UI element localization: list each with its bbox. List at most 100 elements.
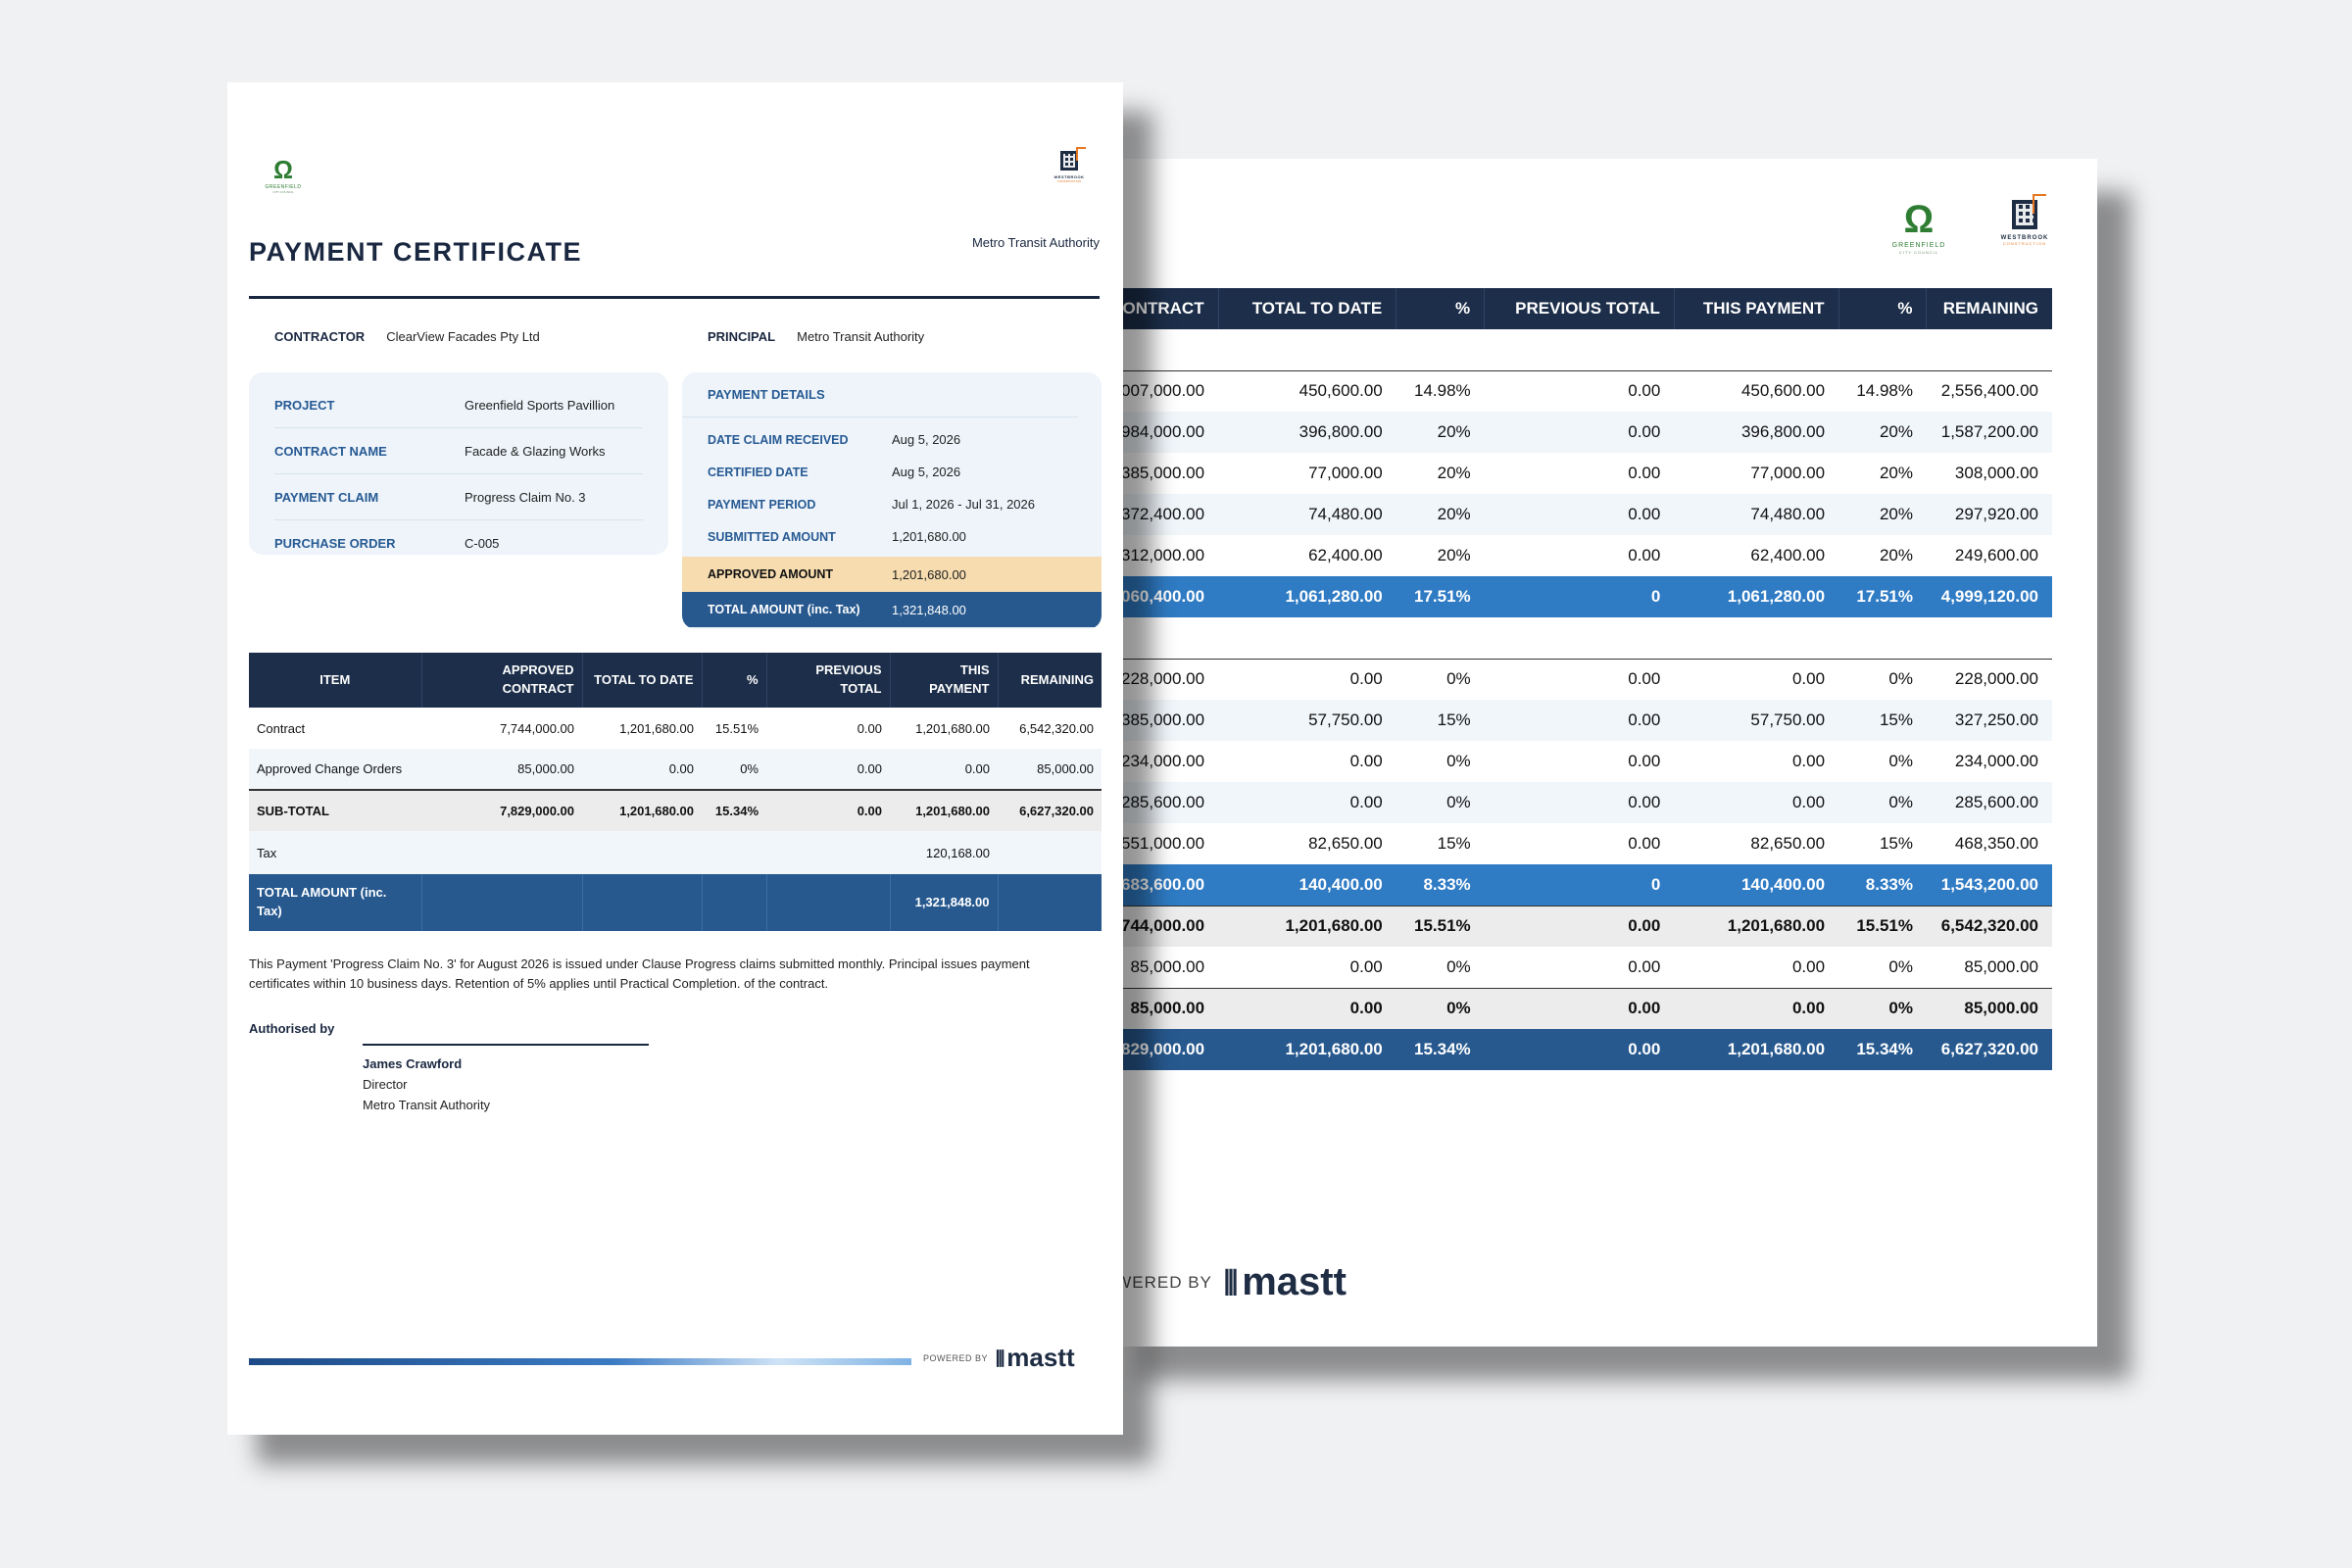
table-cell: 20% xyxy=(1838,494,1927,535)
table-row: 234,000.00 0.00 0% 0.00 0.00 0% 234,000.00 xyxy=(1107,741,2052,782)
greenfield-logo-name: GREENFIELD xyxy=(1891,242,1946,249)
principal-label: PRINCIPAL xyxy=(708,329,776,344)
table-cell: 0.00 xyxy=(1484,700,1675,741)
table-cell xyxy=(1926,617,2052,660)
certificate-note: This Payment 'Progress Claim No. 3' for … xyxy=(249,956,1030,992)
table-cell: 0.00 xyxy=(1674,987,1839,1029)
table-cell: 85,000.00 xyxy=(998,749,1102,790)
payment-detail-value: Aug 5, 2026 xyxy=(892,465,961,479)
table-cell: 15% xyxy=(1437,834,1471,853)
table-cell: 228,000.00 xyxy=(1121,669,1205,689)
table-cell: 82,650.00 xyxy=(1308,834,1383,853)
powered-by-label: POWERED BY xyxy=(923,1352,989,1363)
table-cell: 1,201,680.00 xyxy=(890,789,998,831)
table-cell: 0.00 xyxy=(1628,381,1661,401)
principal-value: Metro Transit Authority xyxy=(797,329,925,344)
col-header-previous-total: PREVIOUS TOTAL xyxy=(765,653,890,708)
table-cell: 120,168.00 xyxy=(890,831,998,874)
table-cell: 85,000.00 xyxy=(1107,947,1219,989)
westbrook-logo-sub: CONSTRUCTION xyxy=(1056,179,1082,183)
building-icon xyxy=(1060,151,1078,171)
approved-amount-value: 1,201,680.00 xyxy=(892,566,966,582)
table-cell: 85,000.00 xyxy=(1926,987,2052,1029)
payment-details-card: PAYMENT DETAILS DATE CLAIM RECEIVED Aug … xyxy=(682,372,1102,629)
title-divider xyxy=(249,296,1100,299)
table-cell: 8.33% xyxy=(1838,864,1927,906)
table-cell: 0.00 xyxy=(1628,834,1661,853)
table-cell xyxy=(1218,617,1396,660)
col-header-total-to-date: TOTAL TO DATE xyxy=(1217,288,1396,329)
table-cell: 285,600.00 xyxy=(1107,782,1219,823)
westbrook-logo-sub: CONSTRUCTION xyxy=(2002,241,2047,246)
col-header-this-payment: THIS PAYMENT xyxy=(889,653,998,708)
table-cell: 20% xyxy=(1879,546,1913,564)
table-cell: 0% xyxy=(1396,947,1485,989)
col-header-this-payment: THIS PAYMENT xyxy=(1673,288,1839,329)
mastt-logo: ⫴mastt xyxy=(1224,1260,1347,1304)
contractor-label: CONTRACTOR xyxy=(274,329,366,344)
table-cell xyxy=(1107,329,1219,371)
table-cell: 17.51% xyxy=(1838,576,1927,617)
table-cell xyxy=(766,831,890,874)
table-cell: 744,000.00 xyxy=(1107,905,1219,947)
signer-org: Metro Transit Authority xyxy=(363,1097,491,1112)
approved-amount-label: APPROVED AMOUNT xyxy=(708,567,834,581)
westbrook-logo: WESTBROOK CONSTRUCTION xyxy=(1997,194,2052,246)
summary-breakdown-table: ONTRACT TOTAL TO DATE % PREVIOUS TOTAL T… xyxy=(1107,288,2052,1070)
table-cell: 85,000.00 xyxy=(1926,947,2052,989)
payment-detail-row: CERTIFIED DATE Aug 5, 2026 xyxy=(682,456,1102,488)
table-cell: 0.00 xyxy=(1349,669,1383,689)
table-cell: 20% xyxy=(1437,464,1471,482)
page-title: PAYMENT CERTIFICATE xyxy=(249,237,583,267)
payment-detail-label: PAYMENT PERIOD xyxy=(708,497,816,512)
table-cell: 1,543,200.00 xyxy=(1926,864,2052,906)
westbrook-logo-name: WESTBROOK xyxy=(1054,174,1085,179)
table-cell: TOTAL AMOUNT (inc. Tax) xyxy=(249,874,421,931)
approved-amount-row: APPROVED AMOUNT 1,201,680.00 xyxy=(682,557,1102,592)
table-cell: 0.00 xyxy=(1791,752,1826,770)
mastt-logo: ⫴mastt xyxy=(996,1343,1075,1373)
project-info-row: CONTRACT NAME Facade & Glazing Works xyxy=(274,428,643,474)
table-cell: 0% xyxy=(1396,782,1485,823)
table-cell: 20% xyxy=(1396,412,1485,453)
payment-detail-row: SUBMITTED AMOUNT 1,201,680.00 xyxy=(682,520,1102,553)
contractor-row: CONTRACTOR ClearView Facades Pty Ltd xyxy=(274,329,540,344)
payment-detail-value: Jul 1, 2026 - Jul 31, 2026 xyxy=(892,497,1035,512)
table-cell: 17.51% xyxy=(1396,576,1485,617)
table-cell: 0.00 xyxy=(1484,947,1675,989)
table-cell xyxy=(765,874,890,931)
table-row: Contract 7,744,000.00 1,201,680.00 15.51% 0.… xyxy=(249,708,1102,749)
table-cell: 140,400.00 xyxy=(1674,864,1839,906)
table-row: Tax 120,168.00 xyxy=(249,831,1102,874)
front-powered-by: POWERED BY ⫴mastt xyxy=(923,1343,1075,1373)
col-header-remaining: REMAINING xyxy=(997,653,1102,708)
table-cell: 0.00 xyxy=(890,749,998,790)
mastt-mark-icon: ⫴ xyxy=(996,1347,1005,1371)
table-cell: 15.34% xyxy=(1396,1029,1485,1070)
powered-by-label: OWERED BY xyxy=(1102,1272,1212,1292)
table-cell: 372,400.00 xyxy=(1107,494,1219,535)
table-cell: 0% xyxy=(1838,782,1927,823)
payment-certificate-page: Ω GREENFIELD CITY COUNCIL WESTBROOK CONS… xyxy=(227,82,1123,1435)
table-cell: 4,999,120.00 xyxy=(1926,576,2052,617)
table-cell: 385,000.00 xyxy=(1107,700,1219,741)
table-cell: 15.34% xyxy=(1838,1029,1927,1070)
table-row: TOTAL AMOUNT (inc. Tax) 1,321,848.00 xyxy=(249,874,1102,931)
table-cell: 385,000.00 xyxy=(1121,464,1205,482)
table-cell: 15.51% xyxy=(714,720,759,736)
project-info-value: Greenfield Sports Pavillion xyxy=(465,397,615,413)
table-cell: 450,600.00 xyxy=(1740,381,1826,401)
authorised-by-label: Authorised by xyxy=(249,1021,335,1036)
table-cell: 0.00 xyxy=(1484,1029,1675,1070)
table-cell: 15% xyxy=(1838,700,1927,741)
table-cell: 0.00 xyxy=(1628,464,1661,482)
table-cell: 14.98% xyxy=(1413,381,1471,401)
greenfield-logo-name: GREENFIELD xyxy=(265,184,302,190)
table-row: 060,400.00 1,061,280.00 17.51% 0 1,061,280.0… xyxy=(1107,576,2052,617)
table-cell: 0.00 xyxy=(1674,947,1839,989)
table-cell: 7,744,000.00 xyxy=(500,720,574,736)
table-cell xyxy=(420,874,582,931)
table-row: 829,000.00 1,201,680.00 15.34% 0.00 1,201,68… xyxy=(1107,1029,2052,1070)
table-cell: 77,000.00 xyxy=(1750,464,1826,482)
col-header-previous-total: PREVIOUS TOTAL xyxy=(1484,288,1675,329)
